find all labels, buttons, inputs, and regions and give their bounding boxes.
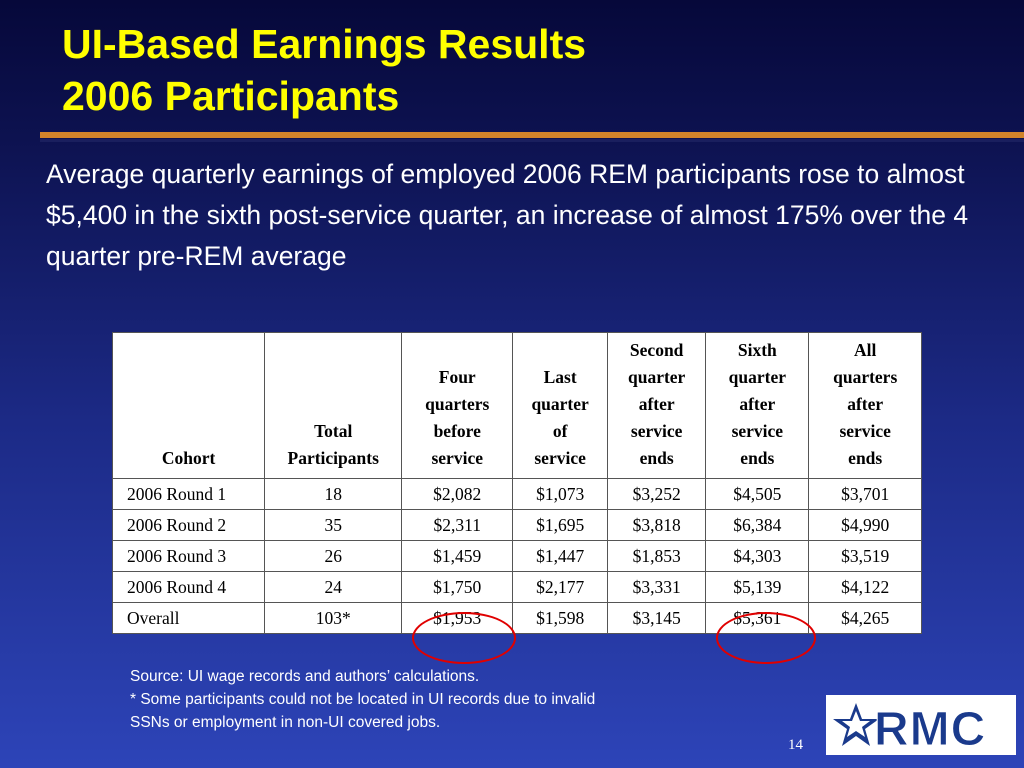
- cohort-cell: Overall: [111, 602, 266, 634]
- table-row: Overall 103* $1,953 $1,598 $3,145 $5,361 $4,26…: [111, 602, 922, 634]
- table-row: 2006 Round 4 24 $1,750 $2,177 $3,331 $5,139 $4…: [111, 571, 922, 603]
- column-header-line: of: [552, 421, 568, 441]
- column-header-line: after: [847, 394, 884, 414]
- column-header-line: Four: [438, 367, 476, 387]
- column-header-line: quarters: [833, 367, 898, 387]
- column-header-line: Total: [314, 421, 353, 441]
- table-cell: 26: [264, 540, 403, 572]
- column-header-line: Last: [543, 367, 577, 387]
- table-cell: $1,953: [401, 602, 514, 634]
- table-cell: $1,853: [607, 540, 707, 572]
- column-header: Sixth quarter after service ends: [705, 332, 810, 479]
- page-number: 14: [788, 737, 803, 753]
- slide-title-line-2: 2006 Participants: [62, 73, 400, 119]
- table-cell: $3,701: [808, 478, 922, 510]
- column-header: Cohort: [111, 332, 266, 479]
- column-header-line: service: [839, 421, 891, 441]
- table-cell: $1,598: [512, 602, 609, 634]
- table-cell: $5,361: [705, 602, 810, 634]
- column-header: Last quarter of service: [512, 332, 609, 479]
- table-cell: $5,139: [705, 571, 810, 603]
- column-header-line: quarter: [627, 367, 686, 387]
- column-header-line: Participants: [287, 448, 379, 468]
- table-cell: $3,145: [607, 602, 707, 634]
- column-header-line: after: [739, 394, 776, 414]
- table-cell: 24: [264, 571, 403, 603]
- asterisk-note-line-2: SSNs or employment in non-UI covered job…: [130, 714, 441, 731]
- table-cell: $3,252: [607, 478, 707, 510]
- column-header-line: quarter: [728, 367, 786, 387]
- column-header-line: Sixth: [737, 340, 777, 360]
- column-header-line: Cohort: [161, 448, 216, 468]
- table-cell: $2,311: [401, 509, 514, 541]
- rmc-logo: RMC: [826, 695, 1016, 757]
- table-row: 2006 Round 3 26 $1,459 $1,447 $1,853 $4,303 $3…: [111, 540, 922, 572]
- source-note: Source: UI wage records and authors’ cal…: [130, 668, 480, 685]
- column-header: Total Participants: [264, 332, 403, 479]
- column-header-line: after: [638, 394, 675, 414]
- table-cell: $1,459: [401, 540, 514, 572]
- table-cell: $4,990: [808, 509, 922, 541]
- column-header: All quarters after service ends: [808, 332, 922, 479]
- table-cell: $4,505: [705, 478, 810, 510]
- table-cell: $1,447: [512, 540, 609, 572]
- table-cell: $4,265: [808, 602, 922, 634]
- cohort-cell: 2006 Round 3: [111, 540, 266, 572]
- table-cell: $1,073: [512, 478, 609, 510]
- column-header-line: quarters: [425, 394, 490, 414]
- cohort-cell: 2006 Round 2: [111, 509, 266, 541]
- table-header-row: Cohort Total Participants Four quarters befor…: [111, 332, 922, 479]
- table-row: 2006 Round 1 18 $2,082 $1,073 $3,252 $4,505 $3…: [111, 478, 922, 510]
- column-header-line: before: [433, 421, 481, 441]
- rmc-logo-text: RMC: [874, 703, 986, 755]
- column-header-line: quarter: [531, 394, 589, 414]
- table-cell: $1,695: [512, 509, 609, 541]
- table-cell: $4,303: [705, 540, 810, 572]
- table-body: 2006 Round 1 18 $2,082 $1,073 $3,252 $4,505 $3…: [111, 478, 922, 634]
- table-cell: 35: [264, 509, 403, 541]
- column-header-line: service: [534, 448, 586, 468]
- table-cell: $3,818: [607, 509, 707, 541]
- column-header-line: Second: [629, 340, 684, 360]
- cohort-cell: 2006 Round 4: [111, 571, 266, 603]
- earnings-table: Cohort Total Participants Four quarters befor…: [111, 332, 922, 634]
- slide-title-line-1: UI-Based Earnings Results: [62, 21, 587, 67]
- table-cell: $2,177: [512, 571, 609, 603]
- table-cell: $3,331: [607, 571, 707, 603]
- asterisk-note-line-1: * Some participants could not be located…: [130, 691, 596, 708]
- title-divider: [40, 132, 1024, 138]
- column-header: Four quarters before service: [401, 332, 514, 479]
- slide-title: UI-Based Earnings Results 2006 Participa…: [62, 18, 586, 122]
- title-divider-shadow: [40, 139, 1024, 142]
- table-cell: $1,750: [401, 571, 514, 603]
- table-cell: $3,519: [808, 540, 922, 572]
- summary-text: Average quarterly earnings of employed 2…: [46, 159, 969, 271]
- column-header-line: service: [630, 421, 683, 441]
- footnotes: Source: UI wage records and authors’ cal…: [130, 665, 770, 734]
- star-icon: [833, 703, 879, 746]
- table-cell: 18: [264, 478, 403, 510]
- table-cell: $2,082: [401, 478, 514, 510]
- column-header-line: service: [431, 448, 483, 468]
- column-header-line: ends: [639, 448, 674, 468]
- column-header-line: All: [854, 340, 877, 360]
- column-header-line: service: [731, 421, 784, 441]
- cohort-cell: 2006 Round 1: [111, 478, 266, 510]
- table-row: 2006 Round 2 35 $2,311 $1,695 $3,818 $6,384 $4…: [111, 509, 922, 541]
- column-header-line: ends: [740, 448, 775, 468]
- rmc-logo-graphic: RMC: [826, 695, 1016, 757]
- column-header-line: ends: [848, 448, 883, 468]
- table-cell: $6,384: [705, 509, 810, 541]
- table-cell: 103*: [264, 602, 403, 634]
- table-cell: $4,122: [808, 571, 922, 603]
- column-header: Second quarter after service ends: [607, 332, 707, 479]
